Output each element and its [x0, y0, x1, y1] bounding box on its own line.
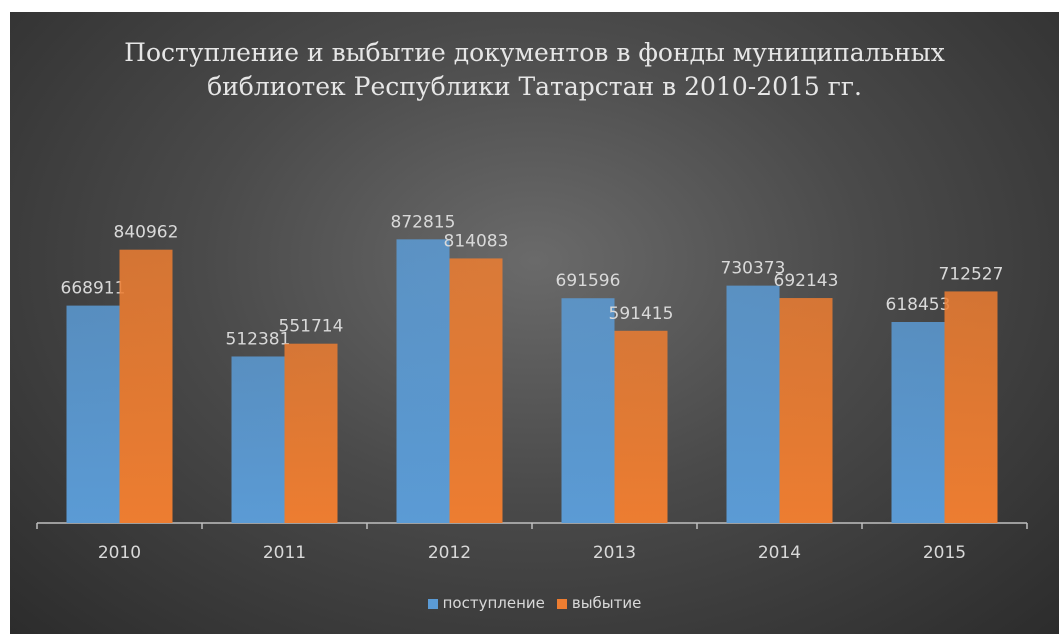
bar-поступление-2014 — [726, 285, 780, 523]
data-label-поступление-2015: 618453 — [886, 295, 951, 315]
chart-area: Поступление и выбытие документов в фонды… — [10, 12, 1059, 634]
data-label-выбытие-2015: 712527 — [939, 264, 1004, 284]
data-label-поступление-2010: 668911 — [61, 279, 126, 299]
x-tick-label-2012: 2012 — [428, 543, 471, 563]
data-label-выбытие-2011: 551714 — [279, 317, 344, 337]
data-label-выбытие-2010: 840962 — [114, 223, 179, 243]
data-label-выбытие-2012: 814083 — [444, 231, 509, 251]
bar-поступление-2010 — [66, 305, 120, 523]
legend-item-поступление: поступление — [427, 594, 545, 612]
bar-выбытие-2010 — [119, 249, 173, 523]
x-tick-label-2011: 2011 — [263, 543, 306, 563]
bar-поступление-2012 — [396, 239, 450, 523]
data-label-поступление-2014: 730373 — [721, 259, 786, 279]
legend-label: выбытие — [571, 594, 642, 612]
data-label-поступление-2011: 512381 — [226, 329, 291, 349]
legend-swatch — [427, 598, 438, 609]
bar-поступление-2013 — [561, 298, 615, 523]
data-label-поступление-2012: 872815 — [391, 212, 456, 232]
chart-title: Поступление и выбытие документов в фонды… — [124, 38, 945, 101]
bar-поступление-2015 — [891, 322, 945, 523]
x-tick-label-2014: 2014 — [758, 543, 801, 563]
data-label-поступление-2013: 691596 — [556, 271, 621, 291]
bar-выбытие-2014 — [779, 298, 833, 523]
bar-выбытие-2015 — [944, 291, 998, 523]
data-label-выбытие-2014: 692143 — [774, 271, 839, 291]
bar-выбытие-2011 — [284, 343, 338, 523]
bar-поступление-2011 — [231, 356, 285, 523]
legend-swatch — [556, 598, 567, 609]
x-tick-label-2013: 2013 — [593, 543, 636, 563]
x-tick-label-2010: 2010 — [98, 543, 141, 563]
data-label-выбытие-2013: 591415 — [609, 304, 674, 324]
legend: поступление выбытие — [10, 594, 1059, 612]
legend-label: поступление — [442, 594, 545, 612]
bar-выбытие-2012 — [449, 258, 503, 523]
legend-item-выбытие: выбытие — [556, 594, 642, 612]
x-tick-label-2015: 2015 — [923, 543, 966, 563]
bar-выбытие-2013 — [614, 330, 668, 523]
